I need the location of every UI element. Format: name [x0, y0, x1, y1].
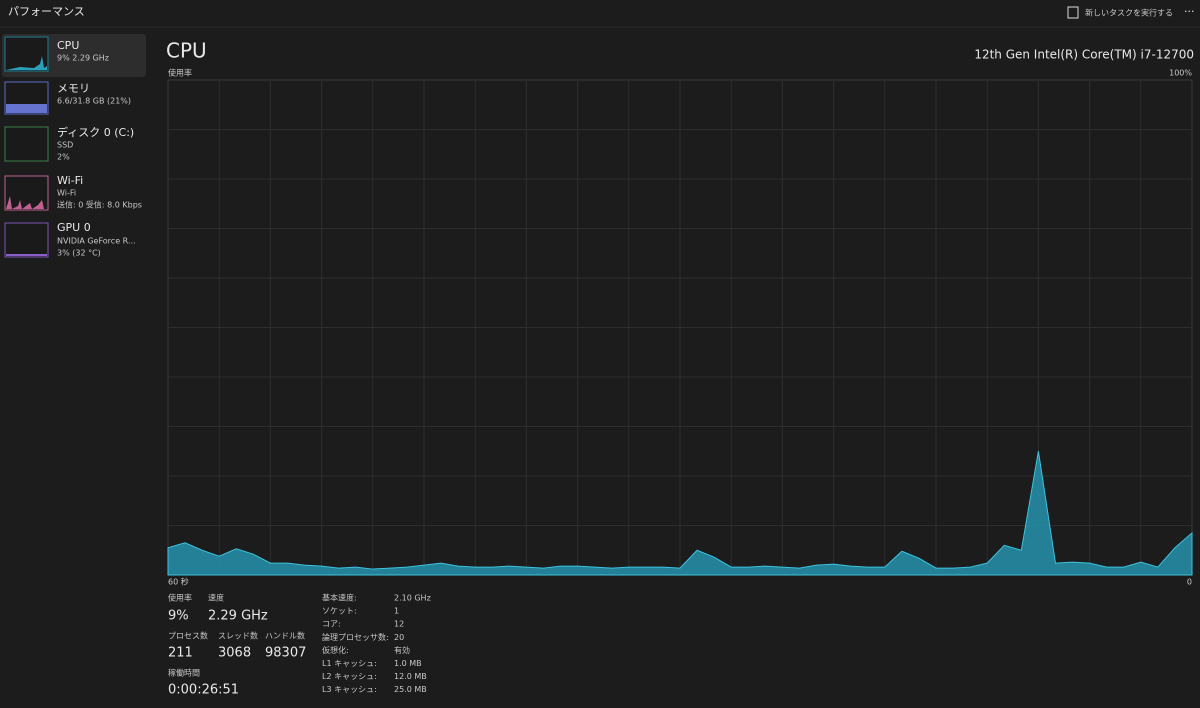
item-detail: NVIDIA GeForce R...	[57, 237, 136, 246]
detail-value: 12	[394, 620, 404, 629]
detail-value: 1.0 MB	[394, 659, 422, 668]
detail-label: コア:	[322, 620, 341, 629]
detail-value: 1	[394, 607, 399, 616]
detail-label: 論理プロセッサ数:	[322, 632, 389, 642]
cpu-usage-area	[167, 451, 1193, 576]
stat-label: ハンドル数	[265, 631, 305, 641]
stat-label: スレッド数	[218, 631, 258, 641]
detail-label: ソケット:	[322, 607, 357, 616]
item-detail: 3% (32 °C)	[57, 249, 101, 258]
detail-label: L1 キャッシュ:	[322, 659, 377, 668]
item-name[interactable]: GPU 0	[57, 221, 91, 234]
stat-value: 98307	[265, 646, 306, 661]
stat-label: 稼働時間	[168, 668, 200, 678]
item-detail: 9% 2.29 GHz	[57, 54, 109, 63]
memory-thumb-graph	[6, 104, 47, 113]
graph-max-label: 100%	[1169, 69, 1192, 78]
gpu-thumb[interactable]	[4, 222, 49, 258]
item-name[interactable]: CPU	[57, 39, 79, 52]
disk-thumb[interactable]	[4, 126, 49, 162]
cpu-thumb-graph	[6, 56, 47, 70]
item-name[interactable]: メモリ	[57, 82, 90, 95]
detail-value: 12.0 MB	[394, 672, 427, 681]
item-name[interactable]: ディスク 0 (C:)	[57, 125, 134, 139]
graph-min-label: 0	[1187, 578, 1192, 587]
page-title: パフォーマンス	[8, 5, 85, 18]
run-task-button[interactable]: 新しいタスクを実行する	[1085, 8, 1173, 18]
wifi-thumb-graph	[6, 196, 44, 209]
stat-label: 速度	[208, 593, 224, 603]
detail-label: L3 キャッシュ:	[322, 685, 377, 694]
item-detail: 2%	[57, 153, 70, 162]
item-detail: SSD	[57, 141, 73, 150]
detail-label: L2 キャッシュ:	[322, 672, 377, 681]
item-detail: 6.6/31.8 GB (21%)	[57, 97, 131, 106]
stat-label: 使用率	[168, 593, 192, 603]
stats: 使用率 9% 速度 2.29 GHz プロセス数 211 スレッド数 3068 …	[168, 593, 306, 698]
item-detail: Wi-Fi	[57, 189, 76, 198]
processor-model: 12th Gen Intel(R) Core(TM) i7-12700	[974, 48, 1194, 62]
detail-value: 25.0 MB	[394, 685, 427, 694]
stat-value: 3068	[218, 646, 251, 661]
detail-label: 基本速度:	[322, 593, 357, 603]
details: 基本速度: 2.10 GHz ソケット: 1 コア: 12 論理プロセッサ数: 20 仮想化: 有…	[322, 593, 431, 695]
item-detail: 送信: 0 受信: 8.0 Kbps	[57, 200, 142, 210]
stat-label: プロセス数	[168, 631, 208, 641]
stat-value: 0:00:26:51	[168, 683, 239, 698]
more-button[interactable]: ···	[1184, 5, 1195, 18]
graph-y-label: 使用率	[168, 68, 192, 78]
item-name[interactable]: Wi-Fi	[57, 174, 83, 187]
stat-value: 9%	[168, 609, 189, 624]
detail-value: 2.10 GHz	[394, 594, 431, 603]
run-task-icon[interactable]	[1067, 6, 1079, 19]
main-title: CPU	[166, 39, 207, 63]
graph-time-label: 60 秒	[168, 577, 189, 587]
detail-value: 有効	[394, 645, 410, 655]
detail-value: 20	[394, 633, 404, 642]
thumbnails	[4, 36, 49, 258]
stat-value: 2.29 GHz	[208, 609, 268, 624]
detail-label: 仮想化:	[322, 645, 349, 655]
cpu-graph	[167, 79, 1193, 576]
stat-value: 211	[168, 646, 193, 661]
